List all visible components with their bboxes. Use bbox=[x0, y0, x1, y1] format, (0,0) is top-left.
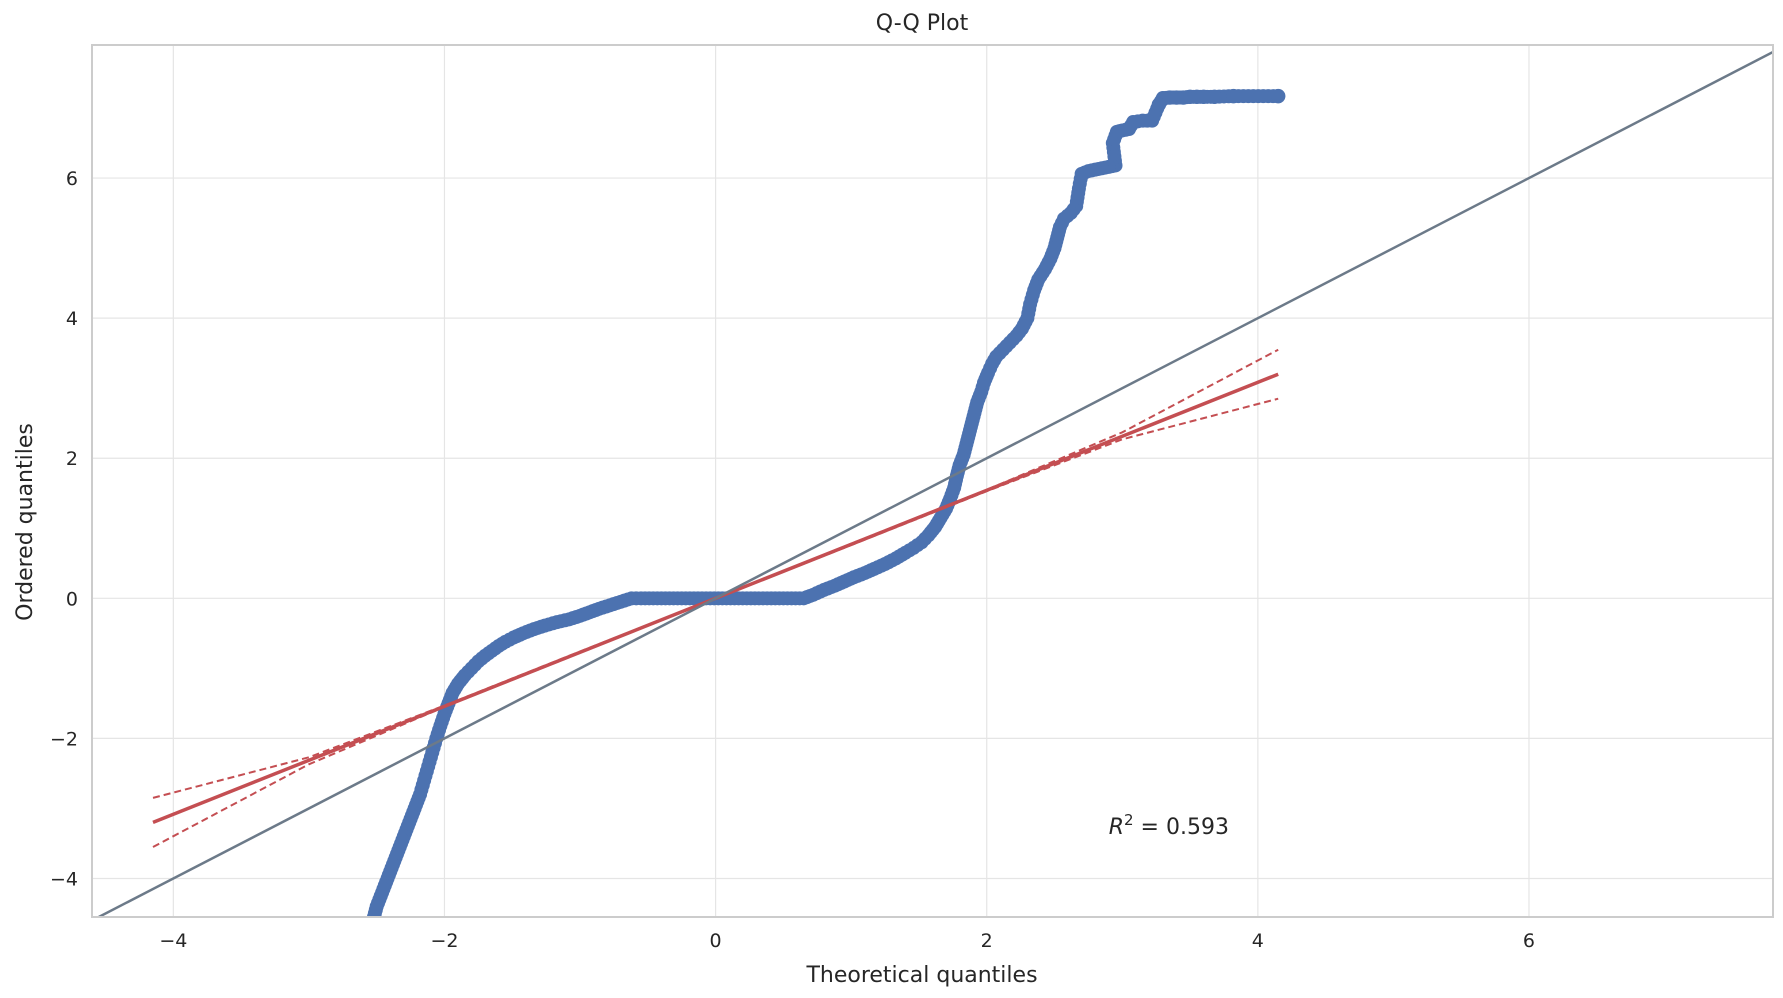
r-squared-annotation: R2 = 0.593 bbox=[1109, 811, 1229, 840]
y-tick-label: −4 bbox=[50, 868, 78, 890]
y-tick-label: −2 bbox=[50, 728, 78, 750]
qq-point bbox=[1207, 89, 1222, 105]
annot-sup: 2 bbox=[1124, 811, 1134, 829]
x-axis-title: Theoretical quantiles bbox=[805, 963, 1037, 988]
x-tick-label: −2 bbox=[430, 930, 458, 952]
x-axis-ticks: −4 −2 0 2 4 6 bbox=[159, 930, 1535, 952]
x-tick-label: 4 bbox=[1252, 930, 1264, 952]
scatter-points bbox=[366, 88, 1286, 917]
x-tick-label: 2 bbox=[981, 930, 993, 952]
reference-line bbox=[96, 50, 1773, 917]
qq-point bbox=[366, 910, 381, 917]
qq-point bbox=[1226, 88, 1241, 104]
y-tick-label: 4 bbox=[66, 308, 78, 330]
y-tick-label: 6 bbox=[66, 168, 78, 190]
ci-lower-line bbox=[152, 397, 1279, 848]
qq-point bbox=[1151, 97, 1167, 112]
y-tick-label: 2 bbox=[66, 448, 78, 470]
gridlines bbox=[92, 45, 1773, 917]
x-tick-label: 6 bbox=[1523, 930, 1535, 952]
x-tick-label: −4 bbox=[159, 930, 187, 952]
annot-value: = 0.593 bbox=[1134, 815, 1229, 840]
plot-area bbox=[96, 50, 1773, 917]
y-tick-label: 0 bbox=[66, 588, 78, 610]
x-tick-label: 0 bbox=[710, 930, 722, 952]
annot-r: R bbox=[1109, 815, 1124, 840]
y-axis-title: Ordered quantiles bbox=[13, 423, 38, 621]
y-axis-ticks: −4 −2 0 2 4 6 bbox=[50, 168, 78, 890]
qq-point bbox=[1270, 88, 1286, 104]
plot-frame bbox=[91, 44, 1774, 918]
chart-title: Q-Q Plot bbox=[876, 11, 969, 36]
